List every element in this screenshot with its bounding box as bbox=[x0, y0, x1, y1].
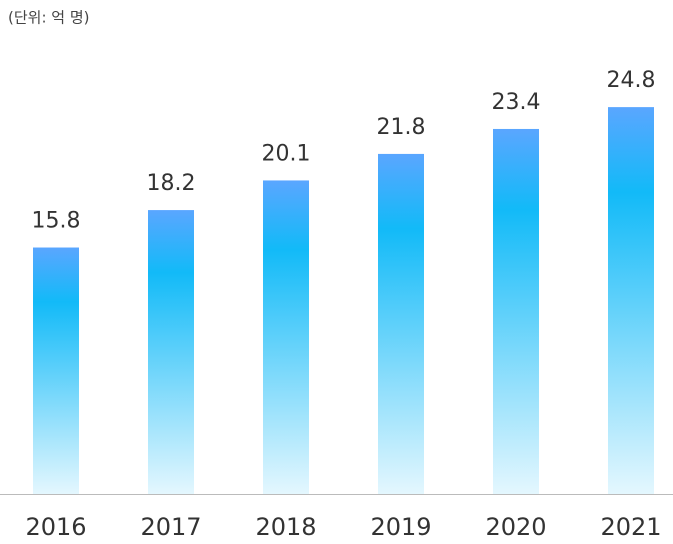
x-tick-label: 2020 bbox=[485, 513, 546, 541]
x-tick-label: 2021 bbox=[600, 513, 661, 541]
unit-label: (단위: 억 명) bbox=[8, 9, 90, 27]
value-label: 21.8 bbox=[377, 115, 426, 140]
value-label: 15.8 bbox=[32, 209, 81, 234]
bar bbox=[493, 128, 539, 494]
bar bbox=[148, 210, 194, 494]
bar bbox=[263, 180, 309, 494]
value-label: 20.1 bbox=[262, 141, 311, 166]
bar bbox=[608, 107, 654, 495]
bar bbox=[33, 247, 79, 494]
x-tick-label: 2018 bbox=[255, 513, 316, 541]
x-tick-label: 2017 bbox=[140, 513, 201, 541]
bar bbox=[378, 153, 424, 495]
value-label: 18.2 bbox=[147, 171, 196, 196]
value-label: 24.8 bbox=[607, 68, 656, 93]
x-tick-label: 2016 bbox=[25, 513, 86, 541]
x-tick-label: 2019 bbox=[370, 513, 431, 541]
value-label: 23.4 bbox=[492, 90, 541, 115]
